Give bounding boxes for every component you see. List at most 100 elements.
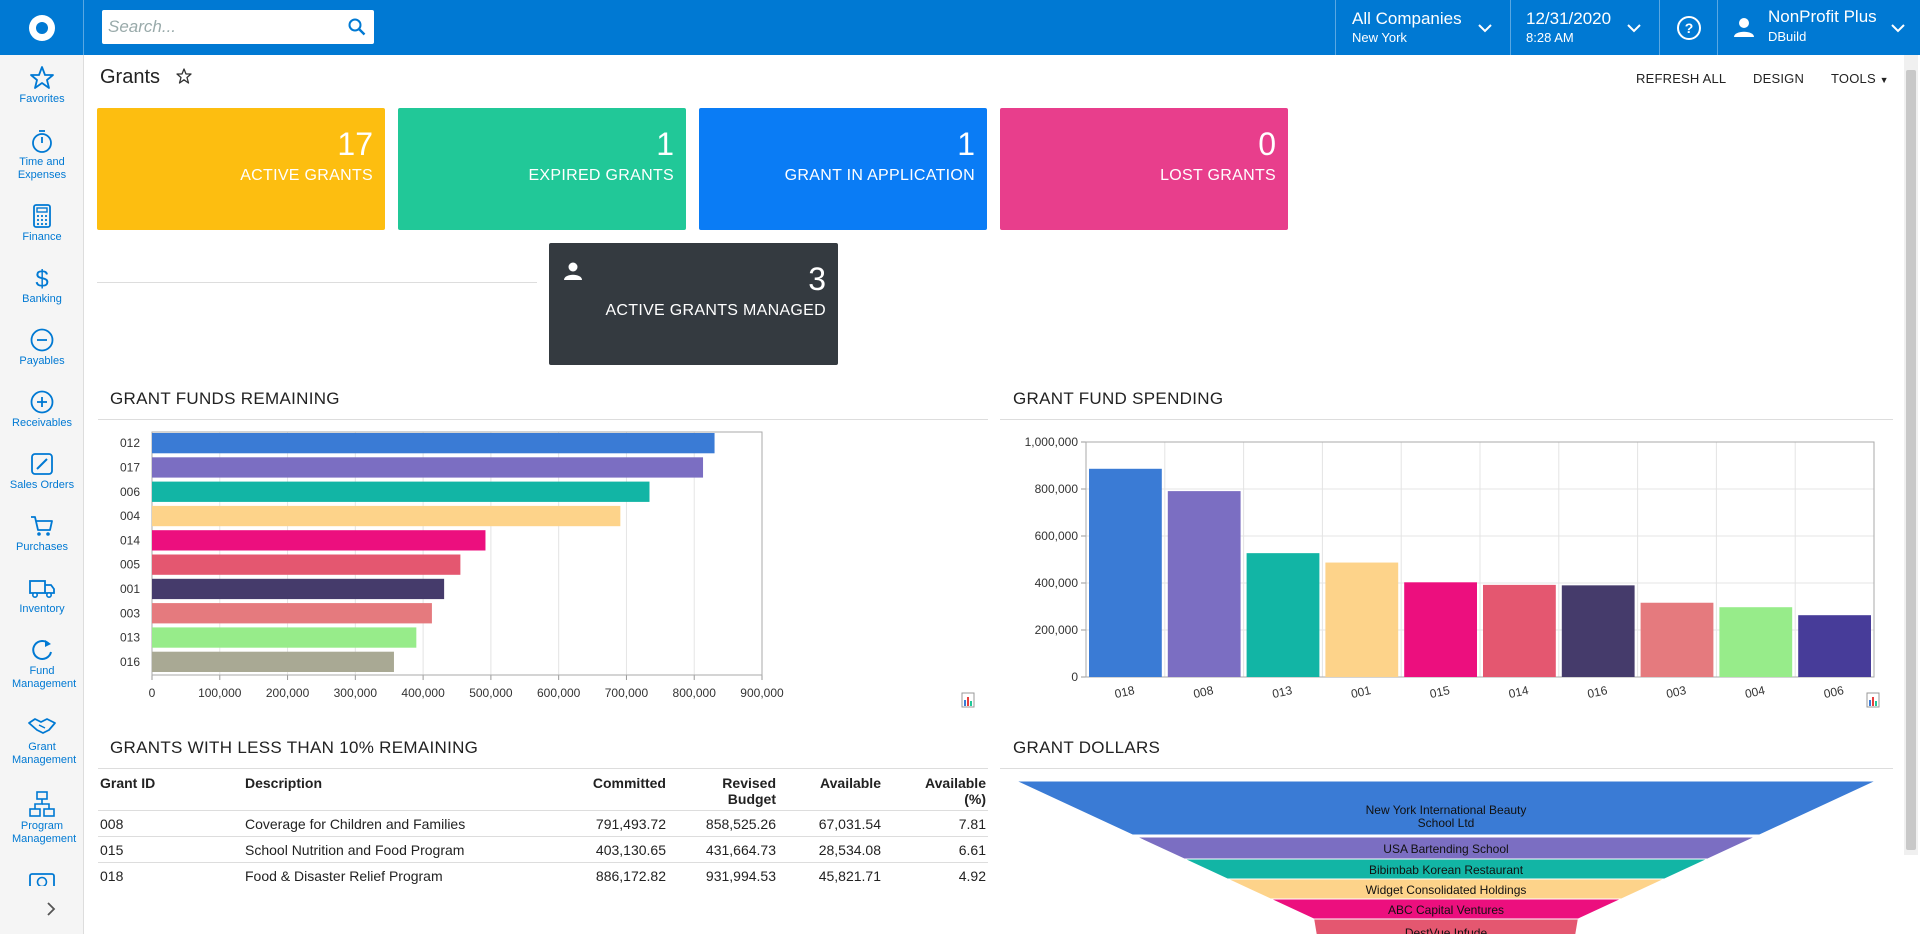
x-tick-label: 600,000 — [537, 686, 581, 700]
app-logo[interactable] — [0, 0, 84, 55]
sidebar-item-inventory[interactable]: Inventory — [0, 575, 84, 616]
x-tick-label: 018 — [1113, 683, 1136, 701]
col-available-pct[interactable]: Available (%) — [883, 772, 988, 811]
sidebar-item-label: Purchases — [16, 541, 68, 553]
x-tick-label: 006 — [1823, 683, 1846, 701]
chart-type-icon[interactable] — [1866, 692, 1880, 708]
sidebar-item-time-expenses[interactable]: Time and Expenses — [0, 128, 84, 182]
sidebar-item-money[interactable] — [0, 870, 84, 886]
sidebar-item-purchases[interactable]: Purchases — [0, 513, 84, 554]
design-button[interactable]: DESIGN — [1753, 71, 1805, 86]
sidebar-item-label: Grant Management — [12, 741, 77, 766]
col-revised-budget[interactable]: Revised Budget — [668, 772, 778, 811]
chevron-down-icon — [1478, 24, 1492, 33]
caret-down-icon: ▼ — [1879, 75, 1889, 85]
sidebar-item-banking[interactable]: $ Banking — [0, 265, 84, 306]
grants-table: Grant ID Description Committed Revised B… — [98, 772, 988, 889]
user-menu[interactable]: NonProfit Plus DBuild — [1717, 0, 1920, 55]
business-time: 8:28 AM — [1526, 30, 1574, 45]
x-tick-label: 014 — [1507, 683, 1530, 701]
tile-value: 1 — [957, 126, 975, 162]
chart-type-icon[interactable] — [961, 692, 975, 708]
bar — [152, 481, 650, 502]
search-icon[interactable] — [348, 18, 366, 36]
help-button[interactable]: ? — [1659, 0, 1717, 55]
y-tick-label: 017 — [120, 460, 140, 474]
tile-value: 3 — [808, 261, 826, 297]
sidebar-item-label: Sales Orders — [9, 479, 75, 491]
refresh-all-button[interactable]: REFRESH ALL — [1636, 71, 1727, 86]
page-scrollbar-thumb[interactable] — [1906, 70, 1916, 850]
section-title-funds-remaining: GRANT FUNDS REMAINING — [110, 389, 340, 408]
bar — [1167, 491, 1241, 677]
bar — [1483, 584, 1556, 677]
bar — [152, 651, 394, 672]
truck-icon — [29, 580, 55, 598]
search-box[interactable] — [102, 10, 374, 44]
tenant-name: DBuild — [1768, 29, 1807, 44]
sidebar-item-label: Banking — [22, 293, 62, 305]
tile-expired-grants[interactable]: 1 EXPIRED GRANTS — [398, 108, 686, 230]
tile-active-grants[interactable]: 17 ACTIVE GRANTS — [97, 108, 385, 230]
table-row[interactable]: 008 Coverage for Children and Families 7… — [98, 810, 988, 837]
cell-revised-budget: 431,664.73 — [668, 836, 778, 863]
tile-lost-grants[interactable]: 0 LOST GRANTS — [1000, 108, 1288, 230]
tile-label: LOST GRANTS — [1160, 167, 1276, 184]
x-tick-label: 004 — [1744, 683, 1767, 701]
col-grant-id[interactable]: Grant ID — [100, 775, 156, 791]
sidebar-item-label: Finance — [22, 231, 62, 243]
search-input[interactable] — [102, 10, 332, 44]
y-tick-label: 014 — [120, 533, 140, 547]
x-tick-label: 500,000 — [469, 686, 513, 700]
sidebar-item-grant-management[interactable]: Grant Management — [0, 713, 84, 767]
col-committed[interactable]: Committed — [592, 775, 666, 791]
tools-menu-button[interactable]: TOOLS ▼ — [1831, 71, 1889, 86]
chevron-right-icon[interactable] — [44, 901, 58, 917]
bar — [152, 554, 461, 575]
plot-frame — [1085, 441, 1875, 678]
logo-icon — [28, 14, 55, 41]
cell-grant-id: 008 — [98, 810, 243, 837]
sidebar-item-receivables[interactable]: Receivables — [0, 389, 84, 430]
funnel-label: Bibimbab Korean Restaurant — [1369, 863, 1524, 877]
col-available[interactable]: Available — [820, 775, 881, 791]
y-tick-label: 1,000,000 — [1025, 435, 1079, 449]
tile-label: GRANT IN APPLICATION — [784, 167, 975, 184]
sidebar-item-finance[interactable]: Finance — [0, 203, 84, 244]
date-selector[interactable]: 12/31/2020 8:28 AM — [1510, 0, 1660, 55]
table-row[interactable]: 015 School Nutrition and Food Program 40… — [98, 836, 988, 863]
x-tick-label: 003 — [1665, 683, 1688, 701]
company-selector[interactable]: All Companies New York — [1335, 0, 1520, 55]
section-rule — [1000, 419, 1893, 420]
x-tick-label: 200,000 — [266, 686, 310, 700]
sidebar-item-payables[interactable]: Payables — [0, 327, 84, 368]
money-icon — [29, 873, 55, 886]
section-title-fund-spending: GRANT FUND SPENDING — [1013, 389, 1224, 408]
tile-grant-in-application[interactable]: 1 GRANT IN APPLICATION — [699, 108, 987, 230]
sidebar-item-fund-management[interactable]: Fund Management — [0, 637, 84, 691]
cell-available: 28,534.08 — [778, 836, 883, 863]
table-row[interactable]: 018 Food & Disaster Relief Program 886,1… — [98, 862, 988, 889]
tile-label: EXPIRED GRANTS — [528, 167, 674, 184]
funnel-segment — [1313, 918, 1579, 934]
tile-active-grants-managed[interactable]: 3 ACTIVE GRANTS MANAGED — [549, 243, 838, 365]
fund-spending-chart: 0 200,000 400,000 600,000 800,000 1,000,000 01… — [1025, 435, 1875, 701]
tile-value: 0 — [1258, 126, 1276, 162]
sidebar-item-sales-orders[interactable]: Sales Orders — [0, 451, 84, 492]
funds-remaining-chart: 0 100,000 200,000 300,000 400,000 500,000 600,… — [120, 431, 784, 700]
sidebar-item-label: Receivables — [12, 417, 72, 429]
cell-available: 45,821.71 — [778, 862, 883, 889]
sidebar-item-program-management[interactable]: Program Management — [0, 790, 84, 846]
y-tick-label: 400,000 — [1035, 576, 1079, 590]
favorite-star-icon[interactable] — [176, 68, 192, 84]
section-rule — [1000, 768, 1893, 769]
x-tick-label: 015 — [1429, 683, 1452, 701]
sidebar-item-favorites[interactable]: Favorites — [0, 65, 84, 106]
section-title-grant-dollars: GRANT DOLLARS — [1013, 738, 1161, 757]
org-chart-icon — [29, 791, 55, 817]
svg-text:?: ? — [1685, 20, 1694, 36]
x-tick-label: 016 — [1586, 683, 1609, 701]
x-tick-label: 001 — [1350, 683, 1373, 701]
col-description[interactable]: Description — [245, 775, 323, 791]
